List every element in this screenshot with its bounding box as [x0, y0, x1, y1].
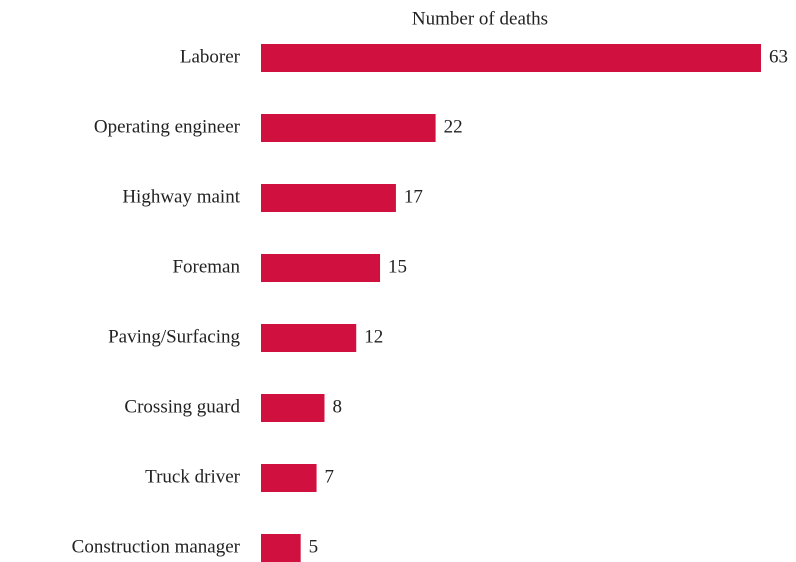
category-label: Laborer	[180, 46, 241, 67]
value-label: 17	[404, 186, 423, 207]
chart-title: Number of deaths	[412, 8, 548, 29]
bar	[261, 184, 396, 212]
category-label: Highway maint	[122, 186, 240, 207]
bar	[261, 394, 325, 422]
value-label: 8	[332, 396, 342, 417]
bar	[261, 254, 381, 282]
value-label: 15	[388, 256, 407, 277]
value-label: 63	[769, 46, 788, 67]
category-label: Construction manager	[72, 536, 241, 557]
bar	[261, 534, 301, 562]
category-label: Paving/Surfacing	[108, 326, 240, 347]
category-label: Foreman	[172, 256, 240, 277]
value-label: 5	[309, 536, 319, 557]
value-label: 7	[325, 466, 335, 487]
bar	[261, 114, 436, 142]
bar	[261, 324, 357, 352]
bar	[261, 44, 761, 72]
value-label: 22	[444, 116, 463, 137]
category-label: Operating engineer	[94, 116, 241, 137]
value-label: 12	[364, 326, 383, 347]
bar	[261, 464, 317, 492]
category-label: Crossing guard	[124, 396, 240, 417]
category-label: Truck driver	[145, 466, 240, 487]
